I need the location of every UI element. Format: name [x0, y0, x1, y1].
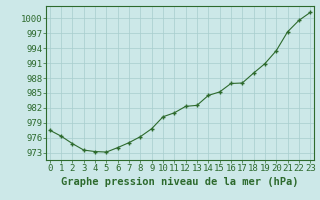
- X-axis label: Graphe pression niveau de la mer (hPa): Graphe pression niveau de la mer (hPa): [61, 177, 299, 187]
